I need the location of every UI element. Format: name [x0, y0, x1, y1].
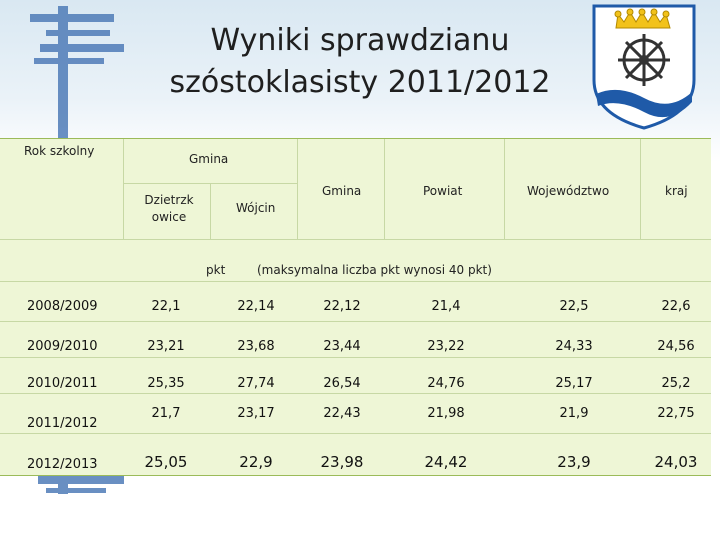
- row-year: 2011/2012: [27, 416, 98, 431]
- cell-wojcin: 23,17: [237, 406, 275, 421]
- cell-dzietrzkowice: 22,1: [151, 299, 181, 314]
- cell-wojewodztwo: 24,33: [555, 339, 593, 354]
- results-table: Rok szkolny Gmina Dzietrzk owice Wójcin …: [0, 138, 711, 476]
- cell-kraj: 24,03: [654, 453, 698, 471]
- page-title: Wyniki sprawdzianu szóstoklasisty 2011/2…: [120, 20, 600, 104]
- cell-kraj: 25,2: [661, 376, 691, 391]
- cell-wojewodztwo: 22,5: [559, 299, 589, 314]
- cell-wojcin: 22,9: [239, 453, 273, 471]
- cell-gmina: 22,12: [323, 299, 361, 314]
- cell-wojcin: 23,68: [237, 339, 275, 354]
- cell-gmina: 23,98: [320, 453, 364, 471]
- cell-wojewodztwo: 25,17: [555, 376, 593, 391]
- cell-gmina: 22,43: [323, 406, 361, 421]
- row-year: 2008/2009: [27, 299, 98, 314]
- row-year: 2010/2011: [27, 376, 98, 391]
- row-year: 2012/2013: [27, 457, 98, 472]
- cell-wojewodztwo: 23,9: [557, 453, 591, 471]
- header-powiat: Powiat: [423, 184, 463, 198]
- header-pkt: pkt: [206, 263, 226, 277]
- cell-powiat: 21,98: [427, 406, 465, 421]
- cell-wojcin: 27,74: [237, 376, 275, 391]
- header-school-year: Rok szkolny: [24, 144, 95, 158]
- cell-wojewodztwo: 21,9: [559, 406, 589, 421]
- header-note: (maksymalna liczba pkt wynosi 40 pkt): [257, 263, 492, 277]
- title-line-1: Wyniki sprawdzianu: [210, 23, 510, 58]
- header-wojcin: Wójcin: [236, 201, 276, 215]
- header-dzietrzkowice: Dzietrzk owice: [144, 193, 194, 224]
- cell-powiat: 24,42: [424, 453, 468, 471]
- cell-kraj: 24,56: [657, 339, 695, 354]
- title-line-2: szóstoklasisty 2011/2012: [169, 65, 551, 100]
- header-gmina: Gmina: [322, 184, 362, 198]
- cell-kraj: 22,75: [657, 406, 695, 421]
- cell-dzietrzkowice: 23,21: [147, 339, 185, 354]
- header-gmina-group: Gmina: [189, 152, 229, 166]
- cell-wojcin: 22,14: [237, 299, 275, 314]
- cell-dzietrzkowice: 25,05: [144, 453, 188, 471]
- cell-powiat: 23,22: [427, 339, 465, 354]
- coat-of-arms-logo: [592, 4, 696, 130]
- cell-gmina: 26,54: [323, 376, 361, 391]
- header-wojewodztwo: Województwo: [527, 184, 610, 198]
- cell-powiat: 21,4: [431, 299, 461, 314]
- cell-kraj: 22,6: [661, 299, 691, 314]
- cell-dzietrzkowice: 25,35: [147, 376, 185, 391]
- cell-powiat: 24,76: [427, 376, 465, 391]
- row-year: 2009/2010: [27, 339, 98, 354]
- cell-gmina: 23,44: [323, 339, 361, 354]
- header-kraj: kraj: [665, 184, 688, 198]
- cell-dzietrzkowice: 21,7: [151, 406, 181, 421]
